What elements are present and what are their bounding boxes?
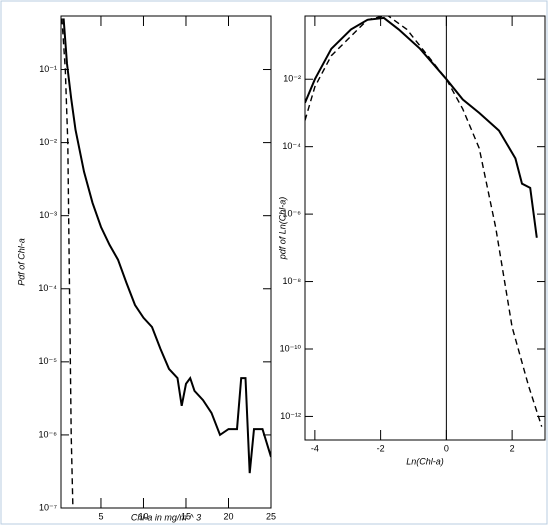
y-tick-label: 10⁻¹ xyxy=(39,64,57,74)
x-tick-label: 15 xyxy=(181,511,191,521)
series-line xyxy=(305,16,543,427)
x-tick-label: 10 xyxy=(138,511,148,521)
y-tick-label: 10⁻² xyxy=(39,137,57,147)
plot-area xyxy=(60,15,272,509)
x-tick-label: 20 xyxy=(223,511,233,521)
x-tick-label: 25 xyxy=(266,511,276,521)
y-tick-label: 10⁻⁷ xyxy=(39,502,57,512)
y-axis-label: Pdf of Chl-a xyxy=(16,238,26,286)
y-tick-label: 10⁻⁸ xyxy=(282,276,301,286)
y-tick-label: 10⁻⁴ xyxy=(282,141,301,151)
y-tick-label: 10⁻¹⁰ xyxy=(280,343,302,353)
x-tick-label: -4 xyxy=(311,443,319,453)
x-tick-label: 5 xyxy=(98,511,103,521)
x-axis-label: Chl-a in mg/m ^ 3 xyxy=(131,512,201,522)
x-tick-label: -2 xyxy=(377,443,385,453)
y-axis-label: pdf of Ln(Chl-a) xyxy=(277,197,287,261)
y-tick-label: 10⁻² xyxy=(283,74,301,84)
y-tick-label: 10⁻³ xyxy=(39,210,57,220)
y-tick-label: 10⁻¹² xyxy=(280,411,301,421)
series-line xyxy=(305,16,538,238)
plot-area xyxy=(304,15,546,441)
x-axis-label: Ln(Chl-a) xyxy=(406,456,444,466)
y-tick-label: 10⁻⁶ xyxy=(39,429,58,439)
series-line xyxy=(62,18,271,474)
y-tick-label: 10⁻⁴ xyxy=(38,283,57,293)
x-tick-label: 2 xyxy=(510,443,515,453)
series-line xyxy=(61,18,74,508)
y-tick-label: 10⁻⁶ xyxy=(283,208,302,218)
x-tick-label: 0 xyxy=(444,443,449,453)
y-tick-label: 10⁻⁵ xyxy=(39,356,58,366)
